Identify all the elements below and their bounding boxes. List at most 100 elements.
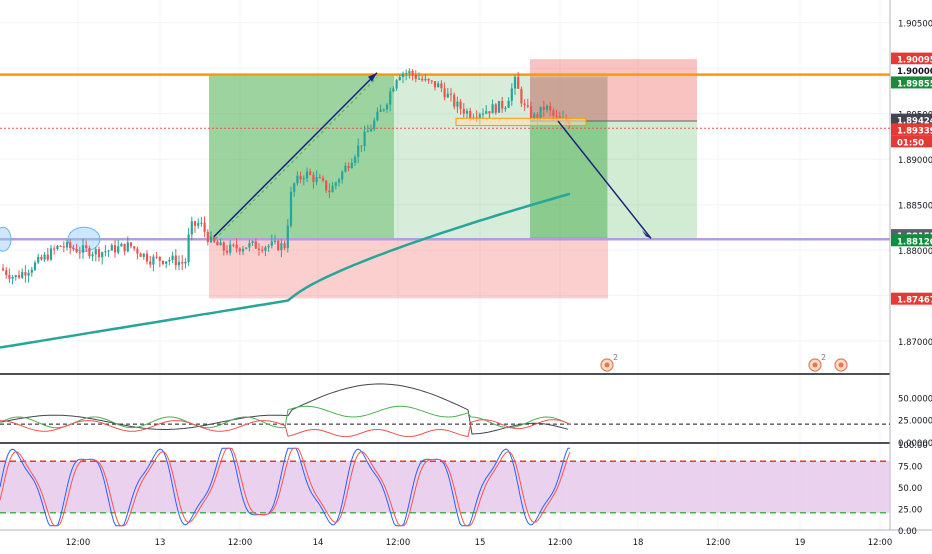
candle-body[interactable] <box>270 241 273 246</box>
candle-body[interactable] <box>385 104 389 110</box>
candle-body[interactable] <box>360 145 363 147</box>
candle-body[interactable] <box>257 248 261 250</box>
candle-body[interactable] <box>315 177 318 182</box>
candle-body[interactable] <box>254 241 257 249</box>
candle-body[interactable] <box>321 177 325 181</box>
candle-body[interactable] <box>81 245 85 253</box>
candle-body[interactable] <box>392 88 395 92</box>
candle-body[interactable] <box>494 104 497 113</box>
candle-body[interactable] <box>344 165 347 172</box>
candle-body[interactable] <box>136 248 139 254</box>
candle-body[interactable] <box>209 236 213 242</box>
candle-body[interactable] <box>174 255 177 266</box>
candle-body[interactable] <box>555 115 558 117</box>
candle-body[interactable] <box>213 236 216 242</box>
candle-body[interactable] <box>462 108 465 114</box>
candle-body[interactable] <box>200 222 203 224</box>
candle-body[interactable] <box>238 248 241 252</box>
candle-body[interactable] <box>430 80 433 82</box>
candle-body[interactable] <box>469 110 472 119</box>
candle-body[interactable] <box>139 253 142 257</box>
candle-body[interactable] <box>501 100 504 109</box>
candle-body[interactable] <box>497 100 501 113</box>
candle-body[interactable] <box>558 116 561 118</box>
candle-body[interactable] <box>504 107 507 109</box>
candle-body[interactable] <box>437 83 440 88</box>
candle-body[interactable] <box>286 225 289 249</box>
candle-body[interactable] <box>446 93 449 98</box>
candle-body[interactable] <box>11 276 14 279</box>
candle-body[interactable] <box>357 145 360 157</box>
candle-body[interactable] <box>536 114 539 119</box>
candle-body[interactable] <box>363 131 366 146</box>
indicator1-line[interactable] <box>0 405 571 429</box>
candle-body[interactable] <box>245 247 248 249</box>
candle-body[interactable] <box>453 94 456 107</box>
candle-body[interactable] <box>229 244 232 253</box>
candle-body[interactable] <box>376 111 379 121</box>
long-profit-zone-filled[interactable] <box>209 75 394 240</box>
candle-body[interactable] <box>433 81 437 88</box>
candle-body[interactable] <box>456 101 459 107</box>
candle-body[interactable] <box>478 114 481 118</box>
candle-body[interactable] <box>440 83 443 89</box>
candle-body[interactable] <box>517 76 520 89</box>
candle-body[interactable] <box>161 260 165 264</box>
candle-body[interactable] <box>264 247 267 251</box>
candle-body[interactable] <box>133 246 136 249</box>
candle-body[interactable] <box>190 221 193 235</box>
short-stop-zone[interactable] <box>530 59 697 121</box>
candle-body[interactable] <box>216 241 219 246</box>
candle-body[interactable] <box>379 109 382 112</box>
candle-body[interactable] <box>235 244 238 249</box>
candle-body[interactable] <box>539 106 542 119</box>
candle-body[interactable] <box>171 255 174 260</box>
candle-body[interactable] <box>353 156 357 163</box>
candle-body[interactable] <box>222 242 225 251</box>
candle-body[interactable] <box>203 222 206 232</box>
candle-body[interactable] <box>165 261 168 264</box>
candle-body[interactable] <box>305 171 309 179</box>
candle-body[interactable] <box>241 248 245 252</box>
candle-body[interactable] <box>37 256 40 263</box>
candle-body[interactable] <box>123 243 126 252</box>
candle-body[interactable] <box>424 78 427 81</box>
highlight-ellipse[interactable] <box>0 226 12 252</box>
candle-body[interactable] <box>513 76 517 89</box>
candle-body[interactable] <box>510 88 513 101</box>
candle-body[interactable] <box>104 251 107 253</box>
candle-body[interactable] <box>30 269 33 273</box>
candle-body[interactable] <box>251 241 254 243</box>
candle-body[interactable] <box>110 245 113 251</box>
candle-body[interactable] <box>248 242 251 248</box>
candle-body[interactable] <box>341 171 344 180</box>
moving-average-line[interactable] <box>0 192 571 349</box>
candle-body[interactable] <box>75 249 78 253</box>
candle-body[interactable] <box>107 250 110 252</box>
candle-body[interactable] <box>533 114 536 119</box>
trend-arrow-up[interactable] <box>213 72 378 238</box>
candle-body[interactable] <box>302 178 305 180</box>
candle-body[interactable] <box>382 109 385 111</box>
candle-body[interactable] <box>309 171 312 175</box>
candle-body[interactable] <box>177 262 181 266</box>
highlight-box[interactable] <box>455 117 587 127</box>
candle-body[interactable] <box>491 104 494 114</box>
candle-body[interactable] <box>299 175 302 180</box>
candle-body[interactable] <box>520 88 523 104</box>
candle-body[interactable] <box>14 275 17 277</box>
candle-body[interactable] <box>78 252 81 254</box>
candle-body[interactable] <box>337 179 341 183</box>
indicator1-line[interactable] <box>0 419 571 438</box>
candle-body[interactable] <box>312 174 315 182</box>
candle-body[interactable] <box>21 272 24 278</box>
candle-body[interactable] <box>421 78 424 81</box>
candle-body[interactable] <box>142 253 145 257</box>
candle-body[interactable] <box>101 252 104 258</box>
candle-body[interactable] <box>53 248 56 250</box>
candle-body[interactable] <box>529 106 533 119</box>
candle-body[interactable] <box>408 70 411 74</box>
candle-body[interactable] <box>267 245 270 248</box>
candle-body[interactable] <box>542 106 545 110</box>
